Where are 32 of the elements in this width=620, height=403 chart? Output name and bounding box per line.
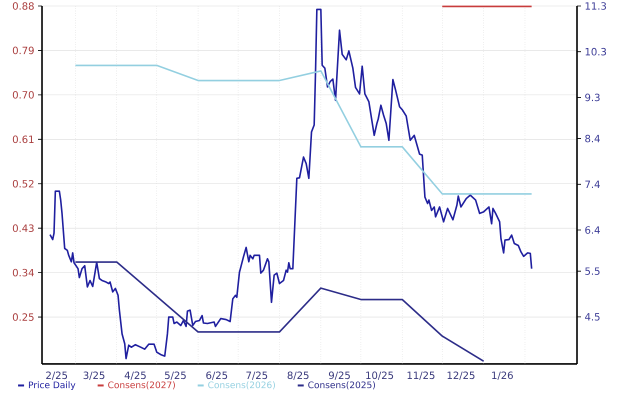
y-tick-label: 0.88 (12, 2, 34, 10)
legend-label: Price Daily (28, 381, 76, 390)
legend-label: Consens(2026) (208, 381, 275, 390)
x-tick-label: 10/25 (366, 372, 394, 380)
y-tick-label: 0.34 (12, 268, 34, 276)
y-tick-label: 0.70 (12, 91, 34, 99)
y2-tick-label: 8.4 (585, 134, 600, 142)
legend-label: Consens(2027) (108, 381, 175, 390)
y2-tick-label: 7.4 (585, 180, 600, 188)
y-tick-label: 0.61 (12, 136, 34, 144)
y2-tick-label: 10.3 (586, 48, 606, 56)
y2-tick-label: 4.5 (585, 313, 600, 321)
x-tick-label: 12/25 (448, 372, 474, 380)
x-tick-label: 2/25 (46, 372, 68, 380)
y2-tick-label: 5.5 (585, 267, 600, 275)
x-tick-label: 9/25 (328, 372, 350, 380)
y2-tick-label: 9.3 (585, 94, 600, 102)
x-tick-label: 6/25 (206, 372, 228, 380)
x-tick-label: 8/25 (288, 372, 309, 380)
y2-tick-label: 6.4 (585, 226, 600, 234)
legend-label: Consens(2025) (308, 381, 375, 390)
x-tick-label: 4/25 (124, 372, 146, 380)
y-tick-label: 0.52 (12, 180, 34, 188)
x-tick-label: 7/25 (246, 372, 268, 380)
y2-tick-label: 11.3 (586, 2, 606, 10)
y-tick-label: 0.25 (12, 313, 34, 321)
x-tick-label: 1/26 (492, 372, 513, 380)
x-tick-label: 11/25 (408, 372, 434, 380)
x-tick-label: 3/25 (84, 372, 104, 380)
y-tick-label: 0.79 (12, 46, 34, 54)
y-tick-label: 0.43 (12, 224, 34, 232)
x-tick-label: 5/25 (164, 372, 186, 380)
